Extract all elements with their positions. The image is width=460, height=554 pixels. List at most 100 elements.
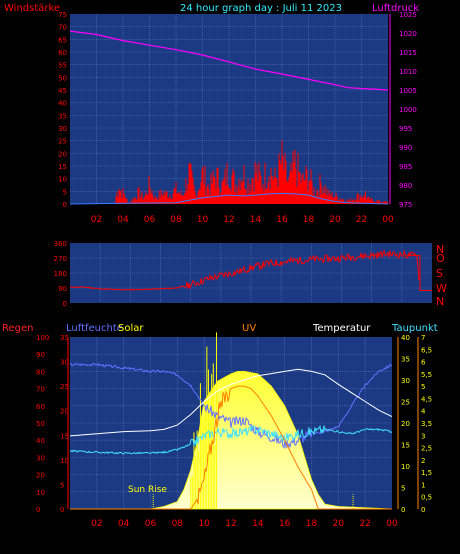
hour-tick-label: 04 <box>117 215 129 225</box>
direction-tick-label: 180 <box>54 270 67 278</box>
hour-tick-label: 20 <box>333 519 345 529</box>
hour-tick-label: 06 <box>144 215 156 225</box>
wind-tick-label: 30 <box>58 125 67 133</box>
grid <box>70 14 388 204</box>
rain-tick-label: 30 <box>36 454 45 462</box>
uv-tick-label: 3,5 <box>421 420 432 428</box>
uv-tick-label: 6 <box>421 359 426 367</box>
wind-tick-label: 5 <box>63 188 67 196</box>
pressure-tick-label: 995 <box>399 125 412 133</box>
pressure-tick-label: 990 <box>399 144 412 152</box>
pressure-line <box>69 30 389 91</box>
uv-axis-ticks: 0 0,5 1 1,5 2 2,5 3 3,5 4 4,5 5 5,5 6 6,5 7 <box>397 334 432 514</box>
rain-tick-label: 90 <box>36 351 45 359</box>
hour-tick-label: 20 <box>329 215 341 225</box>
compass-label: S <box>436 267 443 280</box>
legend-rain: Regen <box>2 323 34 334</box>
humidity-line <box>69 362 393 449</box>
series-layer <box>69 332 393 510</box>
legend: Regen Luftfeuchte Solar UV Temperatur Ta… <box>2 323 438 334</box>
hour-tick-label: 10 <box>197 215 209 225</box>
direction-tick-label: 90 <box>58 285 67 293</box>
wind-direction-line <box>69 249 420 291</box>
chart-title: 24 hour graph day : Juli 11 2023 <box>180 3 342 14</box>
legend-temperature: Temperatur <box>312 323 371 334</box>
wind-tick-label: 75 <box>58 11 67 19</box>
hour-tick-label: 08 <box>172 519 184 529</box>
wind-tick-label: 0 <box>63 201 67 209</box>
wind-tick-label: 40 <box>58 100 67 108</box>
hour-tick-label: 12 <box>225 519 236 529</box>
temperature-tick-label: 5 <box>401 485 405 493</box>
wind-tick-label: 45 <box>58 87 67 95</box>
hour-tick-label: 14 <box>250 215 262 225</box>
temperature-tick-label: 25 <box>401 399 410 407</box>
uv-tick-label: 6,5 <box>421 346 432 354</box>
uv-tick-label: 0,5 <box>421 494 432 502</box>
humidity-tick-label: 0 <box>60 506 64 514</box>
direction-tick-label: 270 <box>54 255 67 263</box>
hour-axis-ticks: 02 04 06 08 10 12 14 16 18 20 22 00 <box>91 519 398 529</box>
pressure-tick-label: 1020 <box>399 30 417 38</box>
legend-dewpoint: Taupunkt <box>391 323 438 334</box>
uv-tick-label: 2,5 <box>421 445 432 453</box>
rain-tick-label: 70 <box>36 386 45 394</box>
wind-axis-title: Windstärke <box>4 3 60 14</box>
hour-tick-label: 16 <box>279 519 291 529</box>
rain-tick-label: 40 <box>36 437 45 445</box>
compass-label: O <box>436 252 445 265</box>
humidity-tick-label: 25 <box>60 383 69 391</box>
compass-label: N <box>436 243 444 256</box>
wind-tick-label: 15 <box>58 163 67 171</box>
wind-tick-label: 55 <box>58 62 67 70</box>
compass-label: N <box>436 295 444 308</box>
rain-tick-label: 100 <box>36 334 49 342</box>
pressure-tick-label: 980 <box>399 182 412 190</box>
hour-tick-label: 12 <box>223 215 234 225</box>
pressure-axis-ticks: 975 980 985 990 995 1000 1005 1010 1015 1020 1025 <box>389 11 417 209</box>
series-layer <box>69 249 432 291</box>
hour-tick-label: 22 <box>359 519 370 529</box>
hour-tick-label: 16 <box>276 215 288 225</box>
wind-tick-label: 25 <box>58 138 67 146</box>
wind-tick-label: 60 <box>58 49 67 57</box>
uv-tick-label: 1 <box>421 481 425 489</box>
uv-tick-label: 3 <box>421 432 425 440</box>
pressure-tick-label: 1015 <box>399 49 417 57</box>
wind-direction-tail <box>406 255 432 291</box>
pressure-tick-label: 1010 <box>399 68 417 76</box>
pressure-tick-label: 1000 <box>399 106 417 114</box>
wind-axis-ticks: 0 5 10 15 20 25 30 35 40 45 50 55 60 65 70 75 <box>58 11 67 209</box>
humidity-tick-label: 20 <box>60 408 69 416</box>
wind-average-line <box>69 192 389 205</box>
uv-tick-label: 2 <box>421 457 425 465</box>
grid <box>70 243 432 303</box>
humidity-tick-label: 35 <box>60 334 69 342</box>
hour-tick-label: 08 <box>170 215 182 225</box>
hour-tick-label: 10 <box>198 519 210 529</box>
temperature-tick-label: 0 <box>401 506 405 514</box>
wind-tick-label: 35 <box>58 112 67 120</box>
pressure-tick-label: 985 <box>399 163 412 171</box>
wind-tick-label: 20 <box>58 150 67 158</box>
compass-label: W <box>436 282 447 295</box>
uv-tick-label: 5 <box>421 383 425 391</box>
sun-rise-annotation: Sun Rise <box>128 485 167 495</box>
legend-humidity: Luftfeuchte <box>66 323 123 334</box>
hour-axis-ticks: 02 04 06 08 10 12 14 16 18 20 22 00 <box>91 215 394 225</box>
hour-tick-label: 18 <box>303 215 315 225</box>
rain-tick-label: 20 <box>36 472 45 480</box>
temperature-line <box>69 368 393 437</box>
rain-tick-label: 50 <box>36 420 45 428</box>
uv-tick-label: 7 <box>421 334 425 342</box>
hour-tick-label: 04 <box>118 519 130 529</box>
direction-tick-label: 360 <box>54 240 67 248</box>
hour-tick-label: 00 <box>386 519 398 529</box>
temperature-tick-label: 10 <box>401 463 410 471</box>
temperature-axis-ticks: 0 5 10 15 20 25 30 35 40 <box>401 334 410 514</box>
uv-line <box>70 385 392 510</box>
